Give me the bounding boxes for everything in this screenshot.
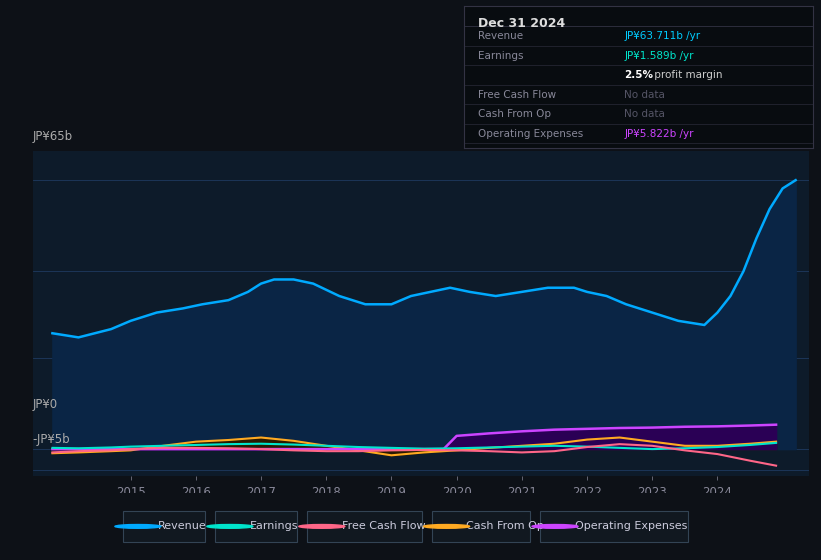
Text: JP¥65b: JP¥65b — [33, 130, 73, 143]
Text: No data: No data — [624, 90, 665, 100]
Text: -JP¥5b: -JP¥5b — [33, 433, 71, 446]
Text: JP¥0: JP¥0 — [33, 398, 58, 411]
FancyBboxPatch shape — [540, 511, 688, 542]
Circle shape — [532, 525, 578, 528]
Circle shape — [424, 525, 470, 528]
Text: Cash From Op: Cash From Op — [478, 109, 551, 119]
Text: Earnings: Earnings — [250, 521, 298, 531]
FancyBboxPatch shape — [215, 511, 297, 542]
Circle shape — [115, 525, 161, 528]
Text: No data: No data — [624, 109, 665, 119]
Text: Dec 31 2024: Dec 31 2024 — [478, 17, 565, 30]
Text: Operating Expenses: Operating Expenses — [575, 521, 687, 531]
Text: Free Cash Flow: Free Cash Flow — [478, 90, 556, 100]
Text: Operating Expenses: Operating Expenses — [478, 129, 583, 139]
Text: Revenue: Revenue — [478, 31, 523, 41]
Text: JP¥63.711b /yr: JP¥63.711b /yr — [624, 31, 700, 41]
Circle shape — [299, 525, 345, 528]
Text: JP¥5.822b /yr: JP¥5.822b /yr — [624, 129, 694, 139]
FancyBboxPatch shape — [123, 511, 205, 542]
Text: JP¥1.589b /yr: JP¥1.589b /yr — [624, 50, 694, 60]
Text: Revenue: Revenue — [158, 521, 206, 531]
Text: Cash From Op: Cash From Op — [466, 521, 544, 531]
Text: Free Cash Flow: Free Cash Flow — [342, 521, 425, 531]
Text: profit margin: profit margin — [650, 70, 722, 80]
FancyBboxPatch shape — [307, 511, 422, 542]
Text: Earnings: Earnings — [478, 50, 523, 60]
Text: 2.5%: 2.5% — [624, 70, 654, 80]
FancyBboxPatch shape — [432, 511, 530, 542]
Circle shape — [207, 525, 253, 528]
